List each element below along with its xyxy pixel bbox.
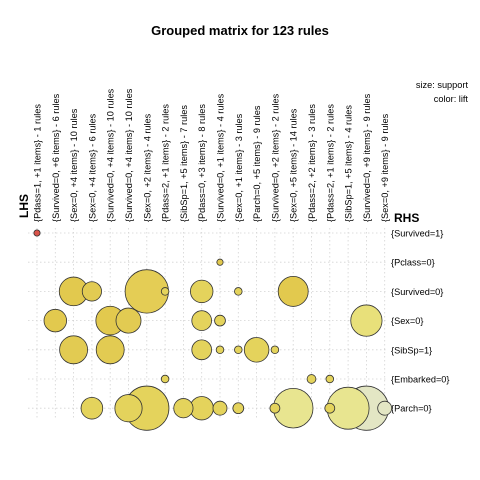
lhs-label: {Sex=0, +9 items} - 9 rules [380,113,390,222]
lhs-label: {Sex=0, +1 items} - 3 rules [234,113,244,222]
rule-group-bubble [191,339,212,361]
rule-group-bubble [216,258,224,266]
lhs-label: {Sex=0, +2 items} - 4 rules [142,113,152,222]
rule-group-bubble [59,335,88,365]
rhs-label: {SibSp=1} [391,345,432,355]
rule-group-bubble [243,337,270,363]
rule-group-bubble [277,275,309,307]
rule-group-bubble [81,281,102,302]
legend-color: color: lift [434,94,469,104]
rule-group-bubble [173,398,194,419]
rule-group-bubble [33,229,41,237]
lhs-label: {Survived=0, +4 items} - 10 rules [106,88,116,222]
lhs-label: {Survived=0, +9 items} - 9 rules [362,93,372,222]
lhs-label: {Parch=0, +5 items} - 9 rules [252,105,262,222]
rule-group-bubble [114,394,143,423]
rhs-axis-title: RHS [394,211,419,225]
rule-group-bubble [377,400,393,416]
legend-size: size: support [416,80,469,90]
rhs-label: {Survived=1} [391,229,443,239]
rule-group-bubble [212,400,228,416]
lhs-label: {SibSp=1, +5 items} - 7 rules [179,105,189,222]
bubbles [33,229,393,431]
rule-group-bubble [215,345,225,355]
rule-group-bubble [160,287,170,296]
lhs-label: {Pdass=2, +1 items} - 2 rules [325,104,335,222]
rule-group-bubble [306,374,317,384]
rhs-label: {Parch=0} [391,404,432,414]
lhs-labels: {Pdass=1, +1 items} - 1 rules {Survived=0… [33,88,391,222]
rule-group-bubble [350,304,383,337]
rhs-label: {Survived=0} [391,287,443,297]
lhs-label: {Pdass=2, +2 items} - 3 rules [307,104,317,222]
rule-group-bubble [189,396,214,421]
lhs-label: {SibSp=1, +5 items} - 4 rules [344,105,354,222]
lhs-label: {Sex=0, +4 items} - 6 rules [87,113,97,222]
rule-group-bubble [270,345,280,355]
rule-group-bubble [160,374,170,384]
lhs-label: {Pdass=0, +3 items} - 8 rules [197,104,207,222]
rule-group-bubble [190,279,214,304]
rule-group-bubble [80,396,104,420]
rule-group-bubble [191,310,212,331]
rhs-label: {Embarked=0} [391,375,450,385]
lhs-label: {Pdass=2, +1 items} - 2 rules [161,104,171,222]
rhs-label: {Sex=0} [391,316,423,326]
lhs-label: {Survived=0, +4 items} - 10 rules [124,88,134,222]
rhs-labels: {Survived=1} {Pclass=0} {Survived=0} {Sex=0… [391,229,450,414]
rule-group-bubble [234,345,243,355]
rule-group-bubble [325,374,335,384]
lhs-label: {Survived=0, +6 items} - 6 rules [51,93,61,222]
lhs-label: {Sex=0, +4 items} - 10 rules [69,108,79,222]
lhs-label: {Pdass=1, +1 items} - 1 rules [33,104,43,222]
rule-group-bubble [324,402,336,414]
rhs-label: {Pclass=0} [391,258,435,268]
rule-group-bubble [214,314,226,327]
rule-group-bubble [95,335,125,365]
lhs-axis-title: LHS [17,194,31,218]
lhs-label: {Survived=0, +2 items} - 2 rules [270,93,280,222]
rule-group-bubble [269,402,281,414]
rule-group-bubble [232,402,245,415]
lhs-label: {Sex=0, +5 items} - 14 rules [289,108,299,222]
rule-group-bubble [43,308,67,333]
lhs-label: {Survived=0, +1 items} - 4 rules [216,93,226,222]
rule-group-bubble [115,307,142,334]
rule-group-bubble [234,287,243,296]
chart-title: Grouped matrix for 123 rules [151,23,329,38]
